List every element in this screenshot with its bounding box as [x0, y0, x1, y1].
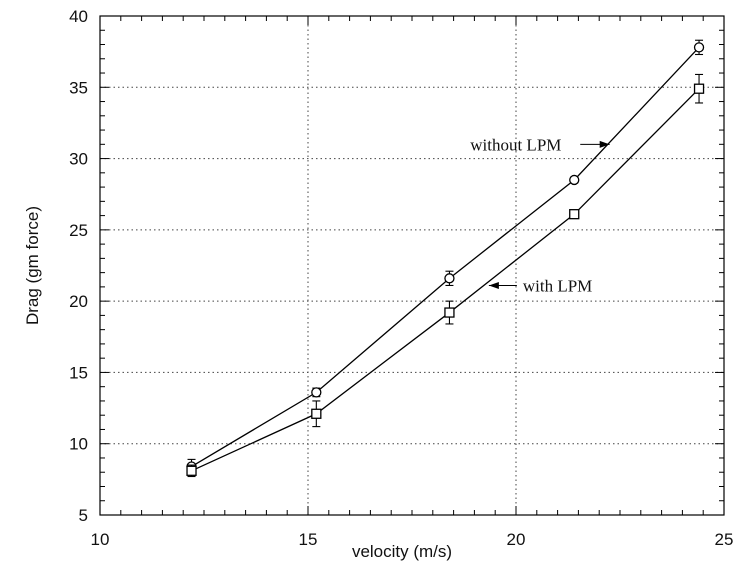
y-tick-label: 25 — [69, 221, 88, 240]
x-tick-label: 25 — [715, 530, 734, 549]
data-point-square — [693, 83, 705, 94]
y-tick-label: 15 — [69, 363, 88, 382]
data-point-square — [569, 209, 580, 220]
data-point-square — [444, 307, 455, 318]
annotation-arrow-head — [599, 140, 610, 148]
x-tick-label: 15 — [299, 530, 318, 549]
y-tick-label: 40 — [69, 7, 88, 26]
y-axis-label: Drag (gm force) — [23, 206, 42, 325]
plot-frame — [99, 15, 725, 516]
series-group — [186, 39, 705, 478]
x-tick-label: 10 — [91, 530, 110, 549]
series-line — [191, 46, 700, 468]
y-tick-label: 10 — [69, 435, 88, 454]
annotation-with-lpm: with LPM — [523, 276, 592, 295]
y-tick-label: 20 — [69, 292, 88, 311]
series-with-lpm — [186, 73, 705, 478]
y-tick-label: 5 — [79, 506, 88, 525]
data-point-square — [186, 465, 197, 476]
series-without-lpm — [186, 39, 705, 475]
x-tick-label: 20 — [507, 530, 526, 549]
y-tick-label: 30 — [69, 150, 88, 169]
annotations: without LPM with LPM — [470, 135, 610, 295]
data-point-circle — [311, 387, 322, 398]
data-point-square — [311, 408, 322, 419]
data-point-circle — [693, 42, 705, 53]
x-axis-label: velocity (m/s) — [352, 542, 452, 561]
annotation-without-lpm: without LPM — [470, 135, 561, 154]
y-tick-label: 35 — [69, 78, 88, 97]
annotation-arrow-head — [488, 281, 499, 289]
grid-lines — [100, 16, 724, 515]
data-point-circle — [569, 174, 580, 186]
data-point-circle — [444, 273, 455, 284]
